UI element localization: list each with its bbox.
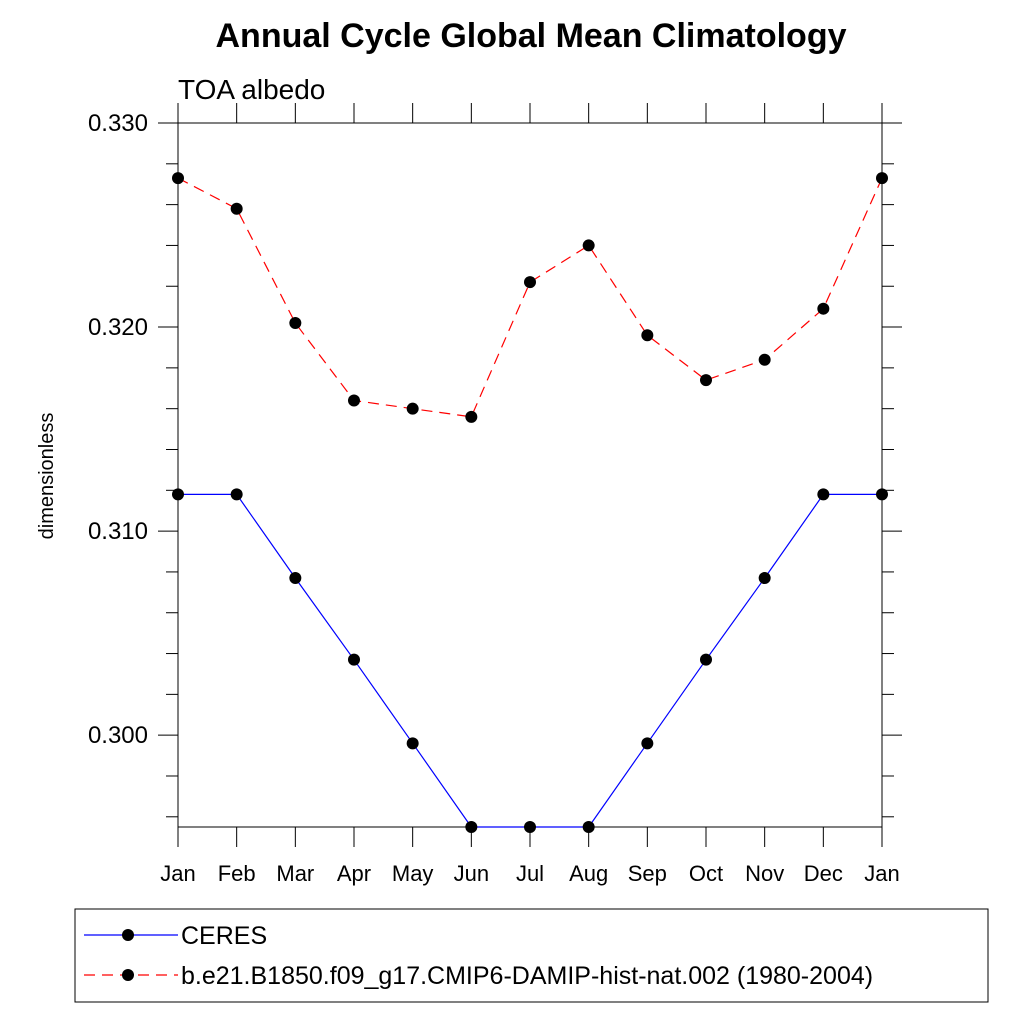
legend: CERES b.e21.B1850.f09_g17.CMIP6-DAMIP-his… — [74, 908, 989, 1003]
series-0-point — [348, 653, 360, 666]
series-1-point — [348, 394, 360, 407]
series-0-point — [406, 737, 419, 750]
x-tick-label: Feb — [218, 861, 256, 886]
x-tick-label: Jan — [864, 861, 899, 886]
y-axis-label: dimensionless — [36, 413, 58, 540]
series-1-point — [230, 202, 243, 215]
series-1-point — [582, 239, 595, 252]
legend-label-0: CERES — [181, 922, 267, 950]
y-tick-label: 0.300 — [88, 722, 148, 749]
x-tick-label: Mar — [276, 861, 314, 886]
y-axis: 0.330 0.320 0.310 0.300 — [88, 110, 902, 818]
series-0-point — [876, 488, 888, 501]
x-axis: Jan Feb Mar Apr May Jun Jul Aug Sep Oct Nov Dec Jan — [160, 103, 900, 886]
y-tick-label: 0.320 — [88, 314, 148, 341]
series-1-point — [876, 172, 888, 185]
series-0-point — [641, 737, 654, 750]
legend-label-1: b.e21.B1850.f09_g17.CMIP6-DAMIP-hist-nat… — [181, 962, 873, 990]
chart-subtitle: TOA albedo — [178, 74, 325, 105]
series-0-point — [465, 821, 478, 833]
y-tick-label: 0.310 — [88, 518, 148, 545]
legend-marker-0 — [122, 929, 134, 941]
x-tick-label: Aug — [569, 861, 608, 886]
plot-frame — [177, 122, 883, 828]
series-line-1 — [177, 177, 883, 418]
plot-border — [177, 122, 883, 828]
series-0-point — [172, 488, 184, 501]
series-0-point — [817, 488, 830, 501]
x-tick-label: Oct — [689, 861, 723, 886]
series-1-point — [758, 353, 771, 366]
x-tick-label: Jan — [160, 861, 195, 886]
series-1-point — [289, 316, 302, 329]
x-tick-label: Jul — [516, 861, 544, 886]
series-1-point — [700, 374, 712, 387]
legend-box — [74, 908, 989, 1003]
x-tick-label: Jun — [454, 861, 489, 886]
series-1-point — [641, 329, 654, 342]
series-1-point — [817, 302, 830, 315]
x-tick-label: Sep — [628, 861, 667, 886]
series-1-point — [172, 172, 184, 185]
series-1-point — [406, 402, 419, 415]
series-1-point — [465, 410, 478, 423]
series-0-point — [758, 572, 771, 585]
series-1-point — [524, 276, 536, 289]
legend-marker-1 — [122, 969, 134, 981]
series-0-point — [700, 653, 712, 666]
x-tick-label: Dec — [804, 861, 843, 886]
chart-title: Annual Cycle Global Mean Climatology — [216, 17, 847, 55]
x-tick-label: May — [392, 861, 434, 886]
series-0-point — [230, 488, 243, 501]
x-tick-label: Apr — [337, 861, 371, 886]
series-0-point — [289, 572, 302, 585]
x-tick-label: Nov — [745, 861, 784, 886]
series-0-point — [582, 821, 595, 833]
series-line-0 — [178, 493, 882, 828]
series-layer — [172, 172, 888, 833]
y-tick-label: 0.330 — [88, 110, 148, 137]
series-0-point — [524, 821, 536, 833]
